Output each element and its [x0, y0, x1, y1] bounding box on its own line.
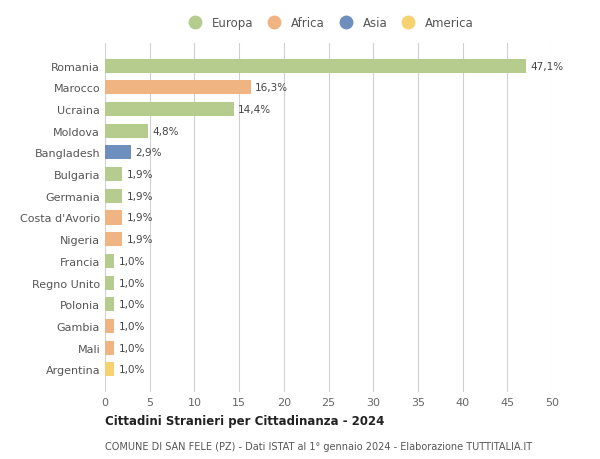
Bar — [105, 211, 122, 225]
Bar — [105, 168, 122, 182]
Bar — [105, 276, 114, 290]
Text: 47,1%: 47,1% — [530, 62, 563, 72]
Bar — [105, 190, 122, 203]
Text: 1,0%: 1,0% — [118, 256, 145, 266]
Text: 4,8%: 4,8% — [152, 126, 179, 136]
Legend: Europa, Africa, Asia, America: Europa, Africa, Asia, America — [181, 15, 476, 32]
Text: 1,9%: 1,9% — [127, 235, 153, 245]
Text: 2,9%: 2,9% — [136, 148, 162, 158]
Bar — [105, 319, 114, 333]
Bar — [105, 363, 114, 376]
Text: 16,3%: 16,3% — [255, 83, 289, 93]
Bar — [105, 103, 234, 117]
Bar — [105, 81, 251, 95]
Text: 1,0%: 1,0% — [118, 300, 145, 310]
Text: 1,9%: 1,9% — [127, 191, 153, 202]
Bar — [105, 341, 114, 355]
Bar — [105, 233, 122, 246]
Text: 1,0%: 1,0% — [118, 278, 145, 288]
Bar — [105, 60, 526, 73]
Bar — [105, 254, 114, 269]
Bar — [105, 297, 114, 312]
Text: COMUNE DI SAN FELE (PZ) - Dati ISTAT al 1° gennaio 2024 - Elaborazione TUTTITALI: COMUNE DI SAN FELE (PZ) - Dati ISTAT al … — [105, 441, 532, 451]
Text: Cittadini Stranieri per Cittadinanza - 2024: Cittadini Stranieri per Cittadinanza - 2… — [105, 414, 385, 428]
Text: 1,0%: 1,0% — [118, 343, 145, 353]
Text: 14,4%: 14,4% — [238, 105, 271, 115]
Text: 1,9%: 1,9% — [127, 170, 153, 180]
Bar — [105, 146, 131, 160]
Bar — [105, 124, 148, 139]
Text: 1,0%: 1,0% — [118, 321, 145, 331]
Text: 1,0%: 1,0% — [118, 364, 145, 375]
Text: 1,9%: 1,9% — [127, 213, 153, 223]
